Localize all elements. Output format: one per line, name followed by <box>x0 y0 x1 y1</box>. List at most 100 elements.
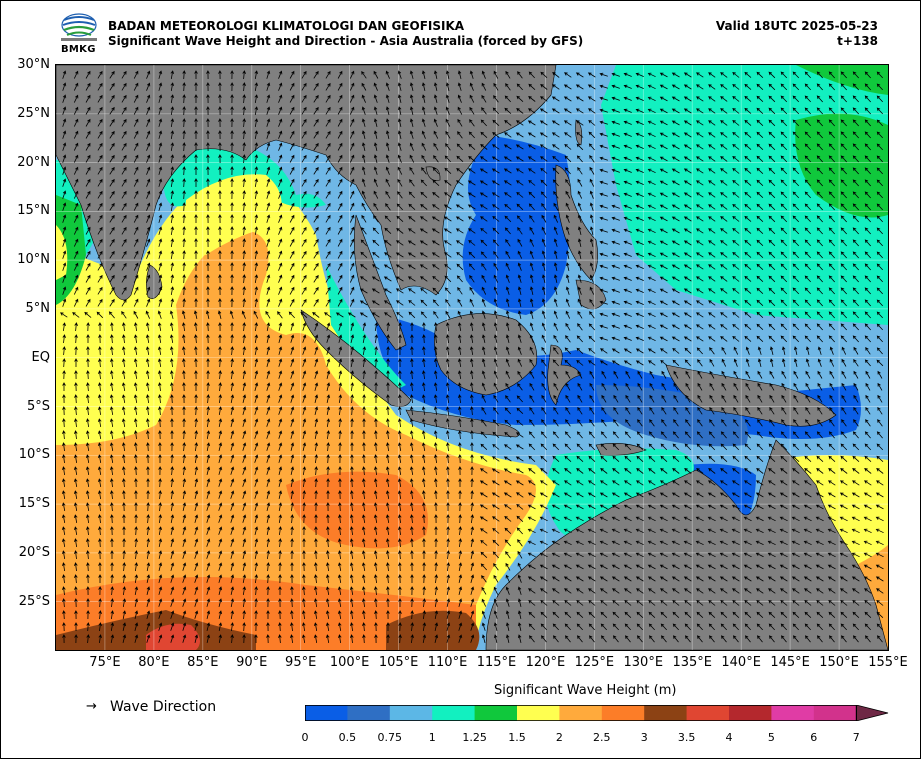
wave-arrow <box>266 622 270 632</box>
wave-arrow <box>350 406 354 416</box>
wave-arrow <box>491 492 500 498</box>
wave-arrow <box>756 599 764 606</box>
wave-arrow <box>97 190 103 199</box>
wave-arrow <box>611 288 620 293</box>
wave-arrow <box>146 562 151 571</box>
wave-arrow <box>290 586 294 596</box>
wave-arrow <box>349 550 354 559</box>
wave-arrow <box>218 394 222 404</box>
wave-arrow <box>564 167 571 175</box>
wave-arrow <box>647 252 656 258</box>
wave-arrow <box>601 382 607 391</box>
wave-arrow <box>528 179 536 186</box>
wave-arrow <box>792 480 800 486</box>
wave-arrow <box>852 599 860 606</box>
wave-arrow <box>647 216 656 222</box>
wave-arrow <box>458 442 462 452</box>
wave-arrow <box>110 502 114 512</box>
wave-arrow <box>395 252 404 258</box>
wave-arrow <box>170 574 175 583</box>
wave-arrow <box>337 190 343 199</box>
wave-arrow <box>133 250 139 259</box>
wave-arrow <box>313 286 319 295</box>
wave-arrow <box>206 226 210 236</box>
wave-arrow <box>505 634 510 643</box>
wave-arrow <box>383 300 392 306</box>
wave-arrow <box>671 144 680 150</box>
wave-arrow <box>254 190 259 199</box>
wave-arrow <box>326 346 331 355</box>
wave-arrow <box>540 96 548 102</box>
wave-arrow <box>361 538 366 547</box>
wave-arrow <box>74 418 78 428</box>
wave-arrow <box>134 418 138 428</box>
wave-arrow <box>707 576 716 582</box>
wave-arrow <box>398 334 402 344</box>
wave-arrow <box>599 192 608 197</box>
wave-arrow <box>350 418 354 428</box>
wave-arrow <box>540 588 548 594</box>
wave-arrow <box>853 382 859 391</box>
wave-arrow <box>707 516 716 522</box>
wave-arrow <box>816 635 823 643</box>
wave-arrow <box>541 394 547 403</box>
wave-arrow <box>840 179 847 187</box>
wave-arrow <box>278 322 283 331</box>
wave-arrow <box>529 370 535 379</box>
wave-arrow <box>254 322 258 332</box>
wave-arrow <box>539 540 548 546</box>
wave-arrow <box>577 370 583 379</box>
wave-arrow <box>517 586 522 595</box>
wave-arrow <box>455 204 464 210</box>
wave-arrow <box>864 107 871 115</box>
wave-arrow <box>852 215 859 223</box>
wave-arrow <box>385 130 390 139</box>
wave-arrow <box>313 70 319 79</box>
wave-arrow <box>74 610 78 620</box>
wave-arrow <box>768 263 776 271</box>
wave-arrow <box>421 82 426 91</box>
wave-arrow <box>743 492 752 498</box>
wave-arrow <box>804 167 811 175</box>
wave-arrow <box>624 635 631 643</box>
wave-arrow <box>817 394 823 403</box>
wave-arrow <box>278 250 283 259</box>
wave-arrow <box>659 276 668 282</box>
wave-arrow <box>410 478 414 487</box>
wave-arrow <box>218 526 223 535</box>
wave-arrow <box>254 118 259 127</box>
wave-arrow <box>158 538 163 547</box>
wave-arrow <box>218 250 222 260</box>
wave-arrow <box>373 106 378 115</box>
wave-arrow <box>230 538 235 547</box>
wave-arrow <box>491 180 500 186</box>
wave-arrow <box>350 526 354 536</box>
wave-arrow <box>242 334 246 344</box>
wave-arrow <box>206 394 210 404</box>
wave-arrow <box>504 107 512 114</box>
wave-arrow <box>564 611 572 618</box>
wave-arrow <box>588 635 595 643</box>
wave-arrow <box>697 394 703 403</box>
wave-arrow <box>493 346 498 355</box>
wave-arrow <box>792 323 800 331</box>
wave-arrow <box>373 514 378 523</box>
wave-arrow <box>421 94 426 103</box>
wave-arrow <box>146 574 151 583</box>
wave-arrow <box>828 263 835 271</box>
wave-arrow <box>444 252 452 258</box>
wave-arrow <box>445 358 450 367</box>
wave-arrow <box>302 442 307 451</box>
wave-arrow <box>840 455 848 462</box>
wave-arrow <box>86 370 90 380</box>
wave-arrow <box>648 443 656 451</box>
wave-arrow <box>493 70 499 79</box>
wave-arrow <box>816 215 823 223</box>
wave-arrow <box>685 394 691 403</box>
wave-arrow <box>528 635 535 643</box>
wave-arrow <box>649 419 655 427</box>
wave-arrow <box>170 382 174 392</box>
wave-arrow <box>206 406 210 416</box>
wave-arrow <box>109 130 115 139</box>
wave-arrow <box>194 166 198 175</box>
